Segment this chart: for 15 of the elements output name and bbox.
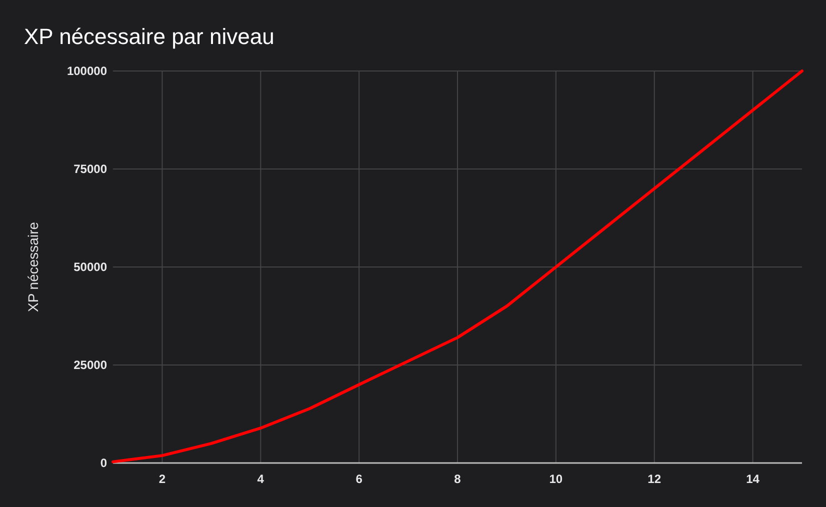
x-tick-label: 14 (746, 472, 760, 486)
y-tick-label: 100000 (66, 64, 108, 78)
y-tick-label: 0 (100, 456, 108, 470)
x-tick-label: 4 (257, 472, 264, 486)
x-tick-label: 10 (549, 472, 563, 486)
y-tick-label: 75000 (74, 162, 108, 176)
line-series (112, 70, 804, 464)
y-tick-label: 25000 (74, 358, 108, 372)
y-axis-title: XP nécessaire (25, 222, 41, 312)
x-tick-label: 6 (356, 472, 363, 486)
x-tick-label: 8 (454, 472, 462, 486)
y-tick-label: 50000 (74, 260, 108, 274)
chart-title: XP nécessaire par niveau (24, 24, 274, 49)
x-tick-label: 12 (648, 472, 662, 486)
x-tick-label: 2 (158, 472, 166, 486)
